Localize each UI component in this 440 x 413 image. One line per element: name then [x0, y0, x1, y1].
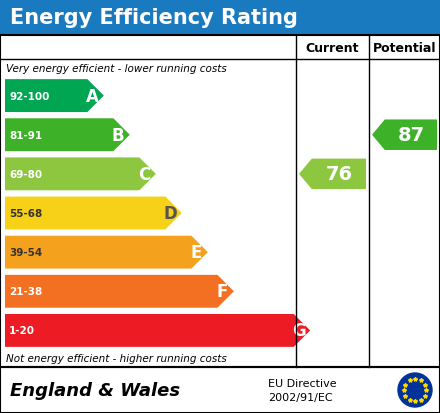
Text: G: G [292, 322, 305, 339]
Text: F: F [216, 282, 228, 301]
Text: 76: 76 [325, 165, 352, 184]
Polygon shape [5, 158, 156, 191]
Text: Potential: Potential [373, 41, 436, 55]
Text: 55-68: 55-68 [9, 209, 42, 218]
Text: 2002/91/EC: 2002/91/EC [268, 392, 333, 402]
Text: 21-38: 21-38 [9, 287, 42, 297]
Polygon shape [299, 159, 366, 190]
Circle shape [398, 373, 432, 407]
Text: Very energy efficient - lower running costs: Very energy efficient - lower running co… [6, 63, 227, 74]
Text: England & Wales: England & Wales [10, 381, 180, 399]
Text: 87: 87 [397, 126, 425, 145]
Text: 39-54: 39-54 [9, 247, 42, 258]
Text: 1-20: 1-20 [9, 325, 35, 336]
Polygon shape [5, 236, 208, 269]
Text: E: E [191, 244, 202, 261]
Text: EU Directive: EU Directive [268, 378, 337, 388]
Text: B: B [112, 126, 125, 145]
Text: D: D [163, 204, 177, 223]
Polygon shape [5, 275, 234, 308]
Text: Energy Efficiency Rating: Energy Efficiency Rating [10, 8, 298, 28]
Text: Current: Current [306, 41, 359, 55]
Polygon shape [5, 80, 104, 113]
Polygon shape [5, 119, 130, 152]
Text: 69-80: 69-80 [9, 169, 42, 179]
Text: C: C [138, 166, 150, 183]
Text: Not energy efficient - higher running costs: Not energy efficient - higher running co… [6, 354, 227, 363]
Bar [0, 0, 440, 36]
Bar [0, 367, 440, 413]
Text: 81-91: 81-91 [9, 131, 42, 140]
Text: A: A [86, 88, 99, 105]
Polygon shape [5, 314, 310, 347]
Text: 92-100: 92-100 [9, 91, 49, 101]
Polygon shape [372, 120, 437, 151]
Polygon shape [5, 197, 182, 230]
